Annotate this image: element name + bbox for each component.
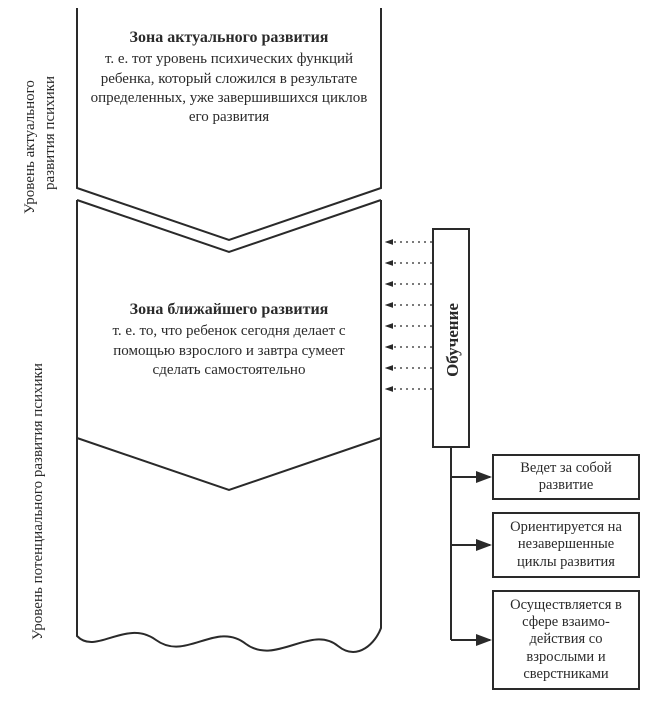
zone-actual-text: Зона актуального развития т. е. тот уров… <box>76 28 382 127</box>
zone-proximal-body: т. е. то, что ребенок сегодня делает с п… <box>112 323 345 377</box>
result-text-2: Ориентируется на незавершенные циклы раз… <box>500 519 632 571</box>
side-label-actual: Уровень актуального <box>22 80 39 214</box>
side-label-actual-l2: развития психики <box>42 76 58 190</box>
dotted-arrows-group <box>386 242 432 389</box>
result-box-2: Ориентируется на незавершенные циклы раз… <box>492 512 640 578</box>
result-box-1: Ведет за собой развитие <box>492 454 640 500</box>
learning-label: Обучение <box>443 297 463 383</box>
learning-box: Обучение <box>432 228 470 448</box>
zone-actual-body: т. е. тот уровень психических функций ре… <box>91 51 368 125</box>
result-text-3: Осуществляется в сфере взаимо­действия с… <box>500 597 632 684</box>
side-label-potential-l1: Уровень потенциального развития психики <box>30 363 46 640</box>
tail-outline <box>77 438 381 652</box>
zone-proximal-title: Зона ближайшего развития <box>90 300 368 320</box>
chevron-actual-inner-v <box>77 200 381 252</box>
zone-proximal-text: Зона ближайшего развития т. е. то, что р… <box>76 300 382 380</box>
result-text-1: Ведет за собой развитие <box>500 460 632 495</box>
side-label-potential: Уровень потенциального развития психики <box>30 363 47 640</box>
main-column: Зона актуального развития т. е. тот уров… <box>76 8 382 648</box>
side-label-actual-l1: Уровень актуального <box>22 80 38 214</box>
diagram-stage: Уровень актуального развития психики Уро… <box>0 0 651 714</box>
zone-actual-title: Зона актуального развития <box>90 28 368 48</box>
result-box-3: Осуществляется в сфере взаимо­действия с… <box>492 590 640 690</box>
side-label-actual-2: развития психики <box>42 76 59 190</box>
